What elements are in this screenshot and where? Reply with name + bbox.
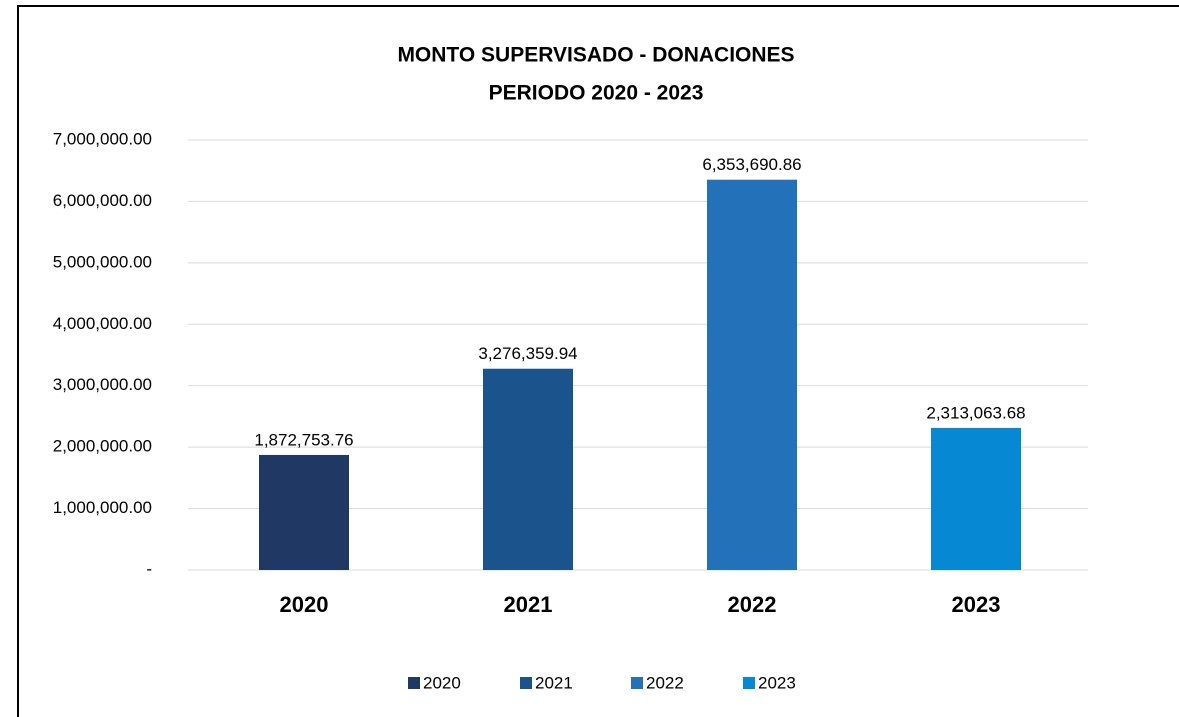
x-tick-label: 2021 <box>504 592 553 617</box>
bar <box>707 179 797 570</box>
chart-title: MONTO SUPERVISADO - DONACIONES <box>397 44 794 67</box>
y-tick-label: 4,000,000.00 <box>53 314 152 333</box>
legend-swatch <box>631 677 643 689</box>
legend-swatch <box>743 677 755 689</box>
y-tick-label: 1,000,000.00 <box>53 498 152 517</box>
y-tick-label: 2,000,000.00 <box>53 437 152 456</box>
chart-title: PERIODO 2020 - 2023 <box>489 82 704 105</box>
y-tick-label: 5,000,000.00 <box>53 252 152 271</box>
legend-swatch <box>408 677 420 689</box>
data-label: 1,872,753.76 <box>254 430 353 449</box>
data-label: 3,276,359.94 <box>478 344 577 363</box>
legend-label: 2023 <box>758 673 796 692</box>
data-label: 2,313,063.68 <box>926 403 1025 422</box>
legend-swatch <box>520 677 532 689</box>
y-tick-label: 6,000,000.00 <box>53 191 152 210</box>
x-tick-label: 2020 <box>280 592 329 617</box>
y-tick-label: 7,000,000.00 <box>53 129 152 148</box>
bar <box>931 427 1021 570</box>
legend-label: 2021 <box>535 673 573 692</box>
data-label: 6,353,690.86 <box>702 155 801 174</box>
bar <box>483 368 573 570</box>
x-tick-label: 2022 <box>728 592 777 617</box>
y-tick-label: - <box>146 559 152 578</box>
bar <box>259 454 349 570</box>
chart-frame <box>17 5 1179 717</box>
x-tick-label: 2023 <box>952 592 1001 617</box>
legend-label: 2022 <box>646 673 684 692</box>
y-tick-label: 3,000,000.00 <box>53 375 152 394</box>
legend-label: 2020 <box>423 673 461 692</box>
